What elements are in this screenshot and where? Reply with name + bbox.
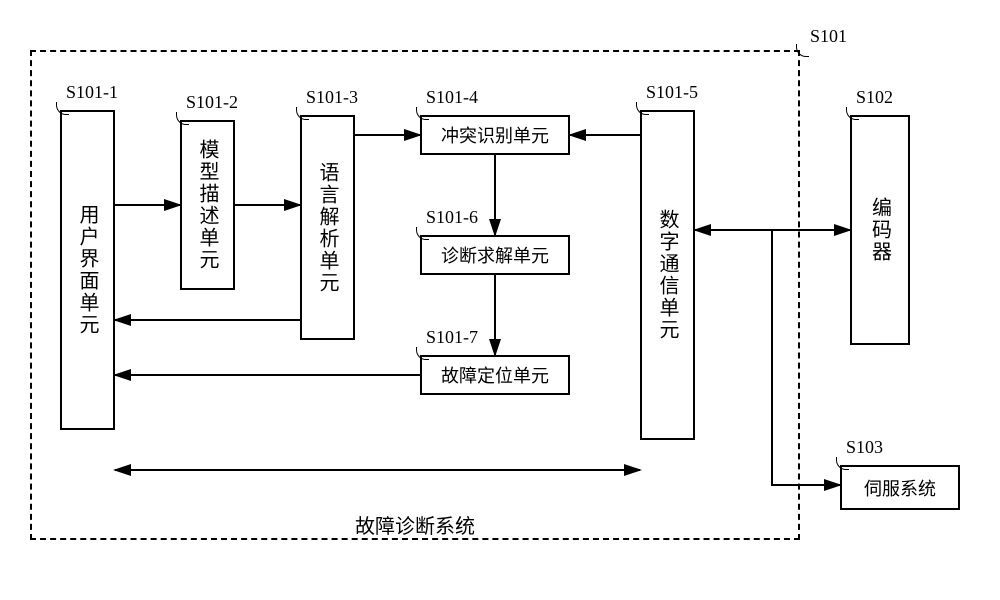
node-text: 编码器	[866, 197, 895, 263]
node-text: 故障定位单元	[441, 362, 549, 388]
node-label: S101-6	[424, 207, 480, 228]
node-text: 伺服系统	[864, 475, 936, 501]
node-S103: 伺服系统	[840, 465, 960, 510]
node-label: S101-4	[424, 87, 480, 108]
node-text: 模型描述单元	[193, 139, 222, 271]
node-label: S103	[844, 437, 885, 458]
label-tick	[846, 107, 859, 120]
node-text: 数字通信单元	[653, 209, 682, 341]
node-S101-1: 用户界面单元	[60, 110, 115, 430]
node-S102: 编码器	[850, 115, 910, 345]
node-text: 用户界面单元	[73, 204, 102, 336]
container-caption: 故障诊断系统	[355, 510, 475, 539]
node-text: 语言解析单元	[313, 162, 342, 294]
node-label: S101-3	[304, 87, 360, 108]
node-label: S101-5	[644, 82, 700, 103]
container-label: S101	[808, 26, 849, 47]
node-S101-5: 数字通信单元	[640, 110, 695, 440]
node-label: S102	[854, 87, 895, 108]
node-S101-4: 冲突识别单元	[420, 115, 570, 155]
diagram-canvas: S101 故障诊断系统 用户界面单元 S101-1 模型描述单元 S101-2 语言解析…	[20, 20, 980, 580]
node-S101-7: 故障定位单元	[420, 355, 570, 395]
label-tick	[836, 457, 849, 470]
node-label: S101-7	[424, 327, 480, 348]
node-text: 诊断求解单元	[441, 242, 549, 268]
node-S101-2: 模型描述单元	[180, 120, 235, 290]
node-label: S101-1	[64, 82, 120, 103]
node-text: 冲突识别单元	[441, 122, 549, 148]
node-S101-3: 语言解析单元	[300, 115, 355, 340]
node-S101-6: 诊断求解单元	[420, 235, 570, 275]
node-label: S101-2	[184, 92, 240, 113]
